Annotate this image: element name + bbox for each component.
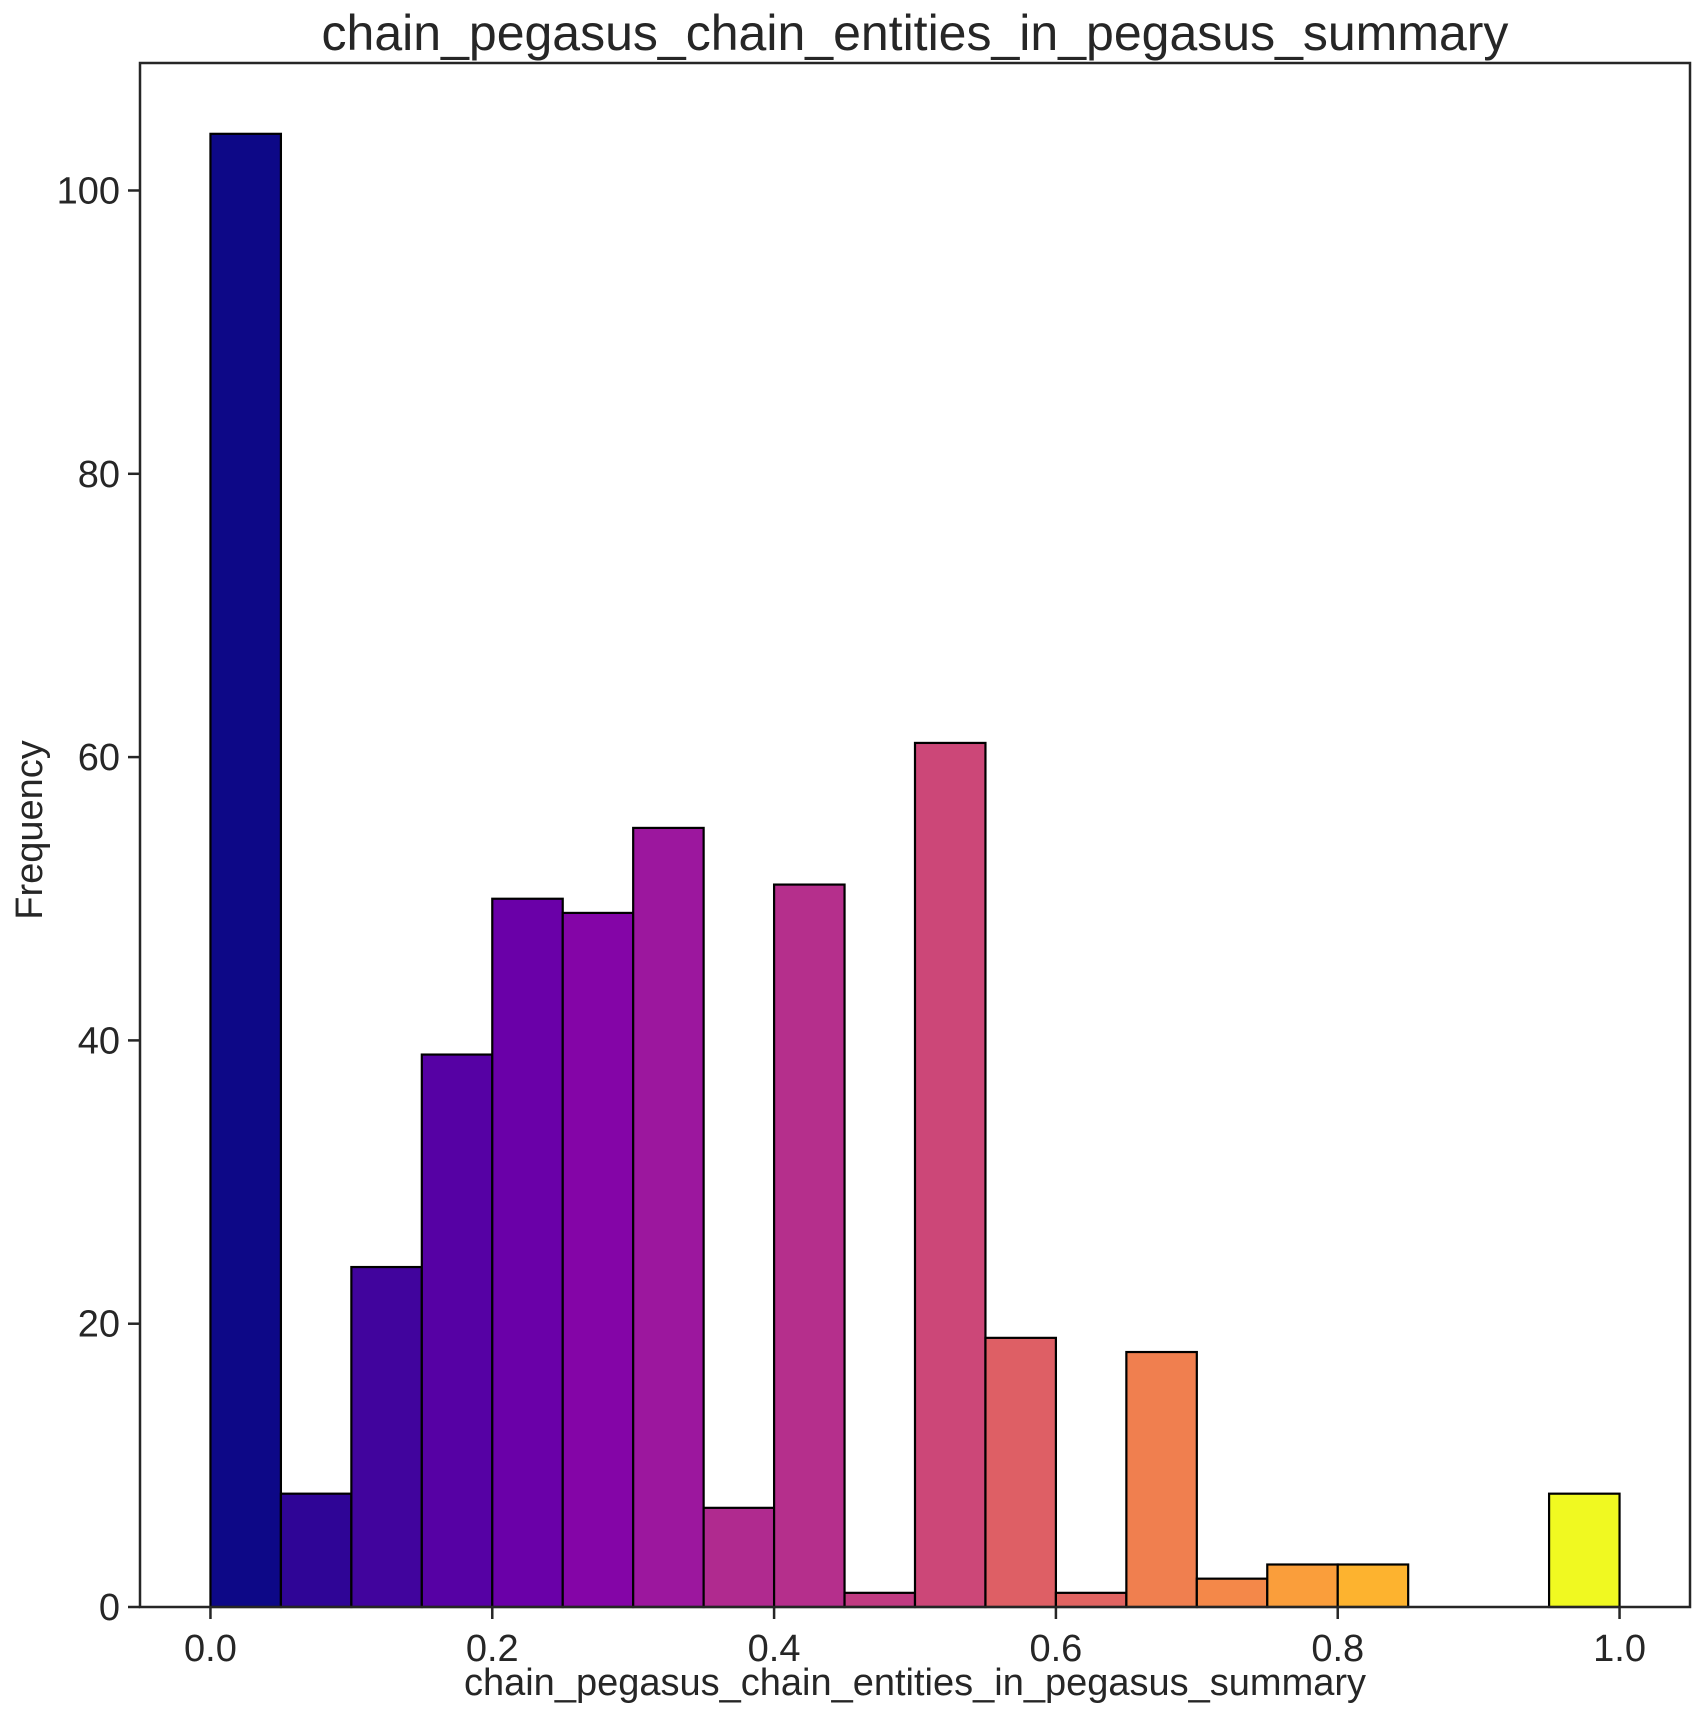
y-axis-label: Frequency: [9, 740, 51, 920]
histogram-bar: [279, 1492, 353, 1609]
histogram-bar: [420, 1053, 494, 1609]
histogram-bar: [1336, 1563, 1410, 1609]
x-axis: 0.0 0.2 0.4 0.6 0.8 1.0: [184, 1607, 1646, 1670]
histogram-bar: [350, 1265, 423, 1609]
histogram-bar: [632, 826, 705, 1609]
y-tick-label: 20: [78, 1304, 120, 1346]
histogram-bar: [913, 741, 987, 1609]
histogram-bar: [984, 1336, 1058, 1609]
histogram-bar: [1266, 1563, 1339, 1609]
histogram-bar: [772, 883, 846, 1609]
histogram-bar: [702, 1506, 776, 1609]
histogram-bar: [561, 911, 635, 1609]
bars-group: [209, 132, 1621, 1609]
x-tick-label: 0.4: [748, 1628, 801, 1670]
histogram-bar: [843, 1591, 917, 1609]
chart-title: chain_pegasus_chain_entities_in_pegasus_…: [322, 5, 1509, 61]
histogram-bar: [1125, 1350, 1198, 1609]
histogram-bar: [491, 897, 564, 1609]
x-tick-label: 0.6: [1029, 1628, 1082, 1670]
x-tick-label: 0.2: [466, 1628, 519, 1670]
histogram-bar: [1054, 1591, 1128, 1609]
histogram-bar: [1547, 1492, 1621, 1609]
x-tick-label: 0.0: [184, 1628, 237, 1670]
x-tick-label: 1.0: [1593, 1628, 1646, 1670]
plot-frame: [138, 61, 1692, 1609]
x-axis-label: chain_pegasus_chain_entities_in_pegasus_…: [464, 1662, 1366, 1704]
y-tick-label: 80: [78, 454, 120, 496]
y-tick-label: 60: [78, 737, 120, 779]
y-tick-label: 40: [78, 1020, 120, 1062]
y-tick-label: 0: [99, 1587, 120, 1629]
y-axis: 0 20 40 60 80 100: [57, 170, 140, 1629]
histogram-bar: [209, 132, 283, 1609]
histogram-bar: [1195, 1577, 1269, 1609]
x-tick-label: 0.8: [1311, 1628, 1364, 1670]
y-tick-label: 100: [57, 170, 120, 212]
